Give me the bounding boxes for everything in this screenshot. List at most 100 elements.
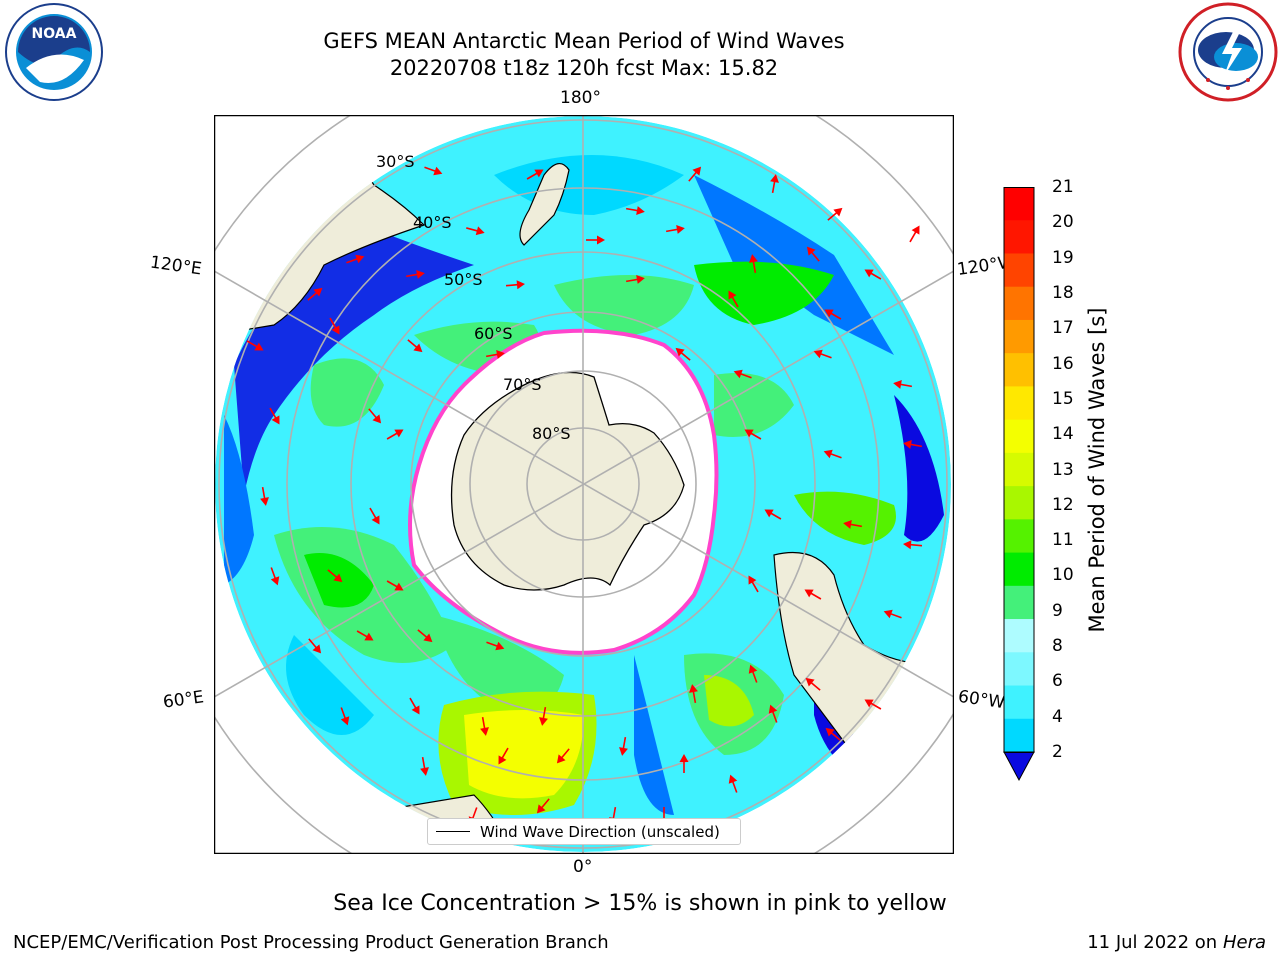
wind-wave-arrow <box>498 747 509 765</box>
colorbar-band <box>1004 486 1034 520</box>
colorbar-tick-label: 20 <box>1052 212 1074 233</box>
colorbar-tick-label: 18 <box>1052 282 1074 303</box>
wind-wave-arrow <box>903 540 923 550</box>
wave-low-region <box>224 415 254 585</box>
colorbar-tick-label: 10 <box>1052 565 1074 586</box>
wind-wave-arrow <box>689 684 698 704</box>
wind-wave-arrow <box>270 567 280 586</box>
colorbar-tick-label: 17 <box>1052 318 1074 339</box>
wave-high-region <box>434 615 564 715</box>
colorbar-band <box>1004 452 1034 487</box>
colorbar-band <box>1004 619 1034 653</box>
colorbar-band <box>1004 253 1034 288</box>
wind-wave-arrow <box>675 347 691 361</box>
lon-label-0: 0° <box>573 857 593 877</box>
colorbar <box>1000 187 1040 787</box>
map-frame <box>213 114 955 855</box>
wind-wave-arrow <box>308 638 322 654</box>
antarctica-land <box>450 371 685 591</box>
wind-wave-arrow <box>825 727 841 741</box>
wave-high-region <box>554 275 694 335</box>
wind-wave-arrow <box>329 317 340 335</box>
chart-subtitle: 20220708 t18z 120h fcst Max: 15.82 <box>389 56 779 80</box>
wind-wave-arrow <box>246 340 264 351</box>
wind-wave-arrow <box>625 275 645 284</box>
wind-wave-arrow <box>768 704 778 723</box>
wind-wave-arrow <box>356 630 374 641</box>
wave-mid-region <box>286 635 374 735</box>
lat-label-50s: 50°S <box>444 270 483 289</box>
wind-wave-arrow <box>417 629 433 643</box>
lat-label-40s: 40°S <box>413 213 452 232</box>
colorbar-band <box>1004 353 1034 387</box>
wind-wave-arrow <box>764 509 782 520</box>
wind-wave-arrow <box>405 270 425 279</box>
colorbar-extend-triangle <box>1003 751 1035 782</box>
wind-wave-arrows <box>246 166 923 844</box>
wind-wave-arrow <box>586 235 605 245</box>
colorbar-tick-label: 11 <box>1052 530 1074 551</box>
colorbar-band <box>1004 685 1034 720</box>
wind-wave-arrow <box>307 287 323 301</box>
colorbar-tick-label: 2 <box>1052 742 1063 762</box>
noaa-text: NOAA <box>32 26 77 42</box>
colorbar-tick-label: 12 <box>1052 494 1074 515</box>
wind-wave-arrow <box>556 748 570 764</box>
wind-wave-arrow <box>260 486 269 506</box>
colorbar-tick-label: 16 <box>1052 353 1074 374</box>
wave-high-region <box>310 358 384 427</box>
footer-machine: Hera <box>1222 932 1266 953</box>
wave-high-region <box>714 373 794 437</box>
colorbar-label: Mean Period of Wind Waves [s] <box>1085 307 1109 633</box>
wind-wave-arrow <box>505 280 525 290</box>
wind-wave-arrow <box>823 449 842 459</box>
wave-low-region <box>894 395 944 542</box>
wind-wave-arrow <box>619 736 628 756</box>
wind-wave-arrow <box>748 575 759 593</box>
wind-wave-arrow <box>327 569 343 583</box>
colorbar-band <box>1004 585 1034 620</box>
wind-wave-arrow <box>340 707 350 726</box>
lat-label-30s: 30°S <box>376 152 415 171</box>
wind-wave-arrow <box>369 507 380 525</box>
wind-wave-arrow <box>749 254 758 274</box>
wind-wave-arrow <box>806 246 820 262</box>
wind-wave-arrow <box>893 380 913 389</box>
colorbar-tick-label: 4 <box>1052 706 1063 727</box>
wind-wave-arrow <box>824 309 842 320</box>
wind-wave-arrow <box>539 706 548 726</box>
noaa-logo-icon: NOAA <box>4 2 104 102</box>
footer-org: NCEP/EMC/Verification Post Processing Pr… <box>13 932 609 953</box>
wind-wave-arrow <box>424 166 443 176</box>
footer-date: 11 Jul 2022 on Hera <box>1087 932 1266 953</box>
wind-wave-arrow <box>466 226 485 236</box>
wave-high-region <box>694 261 834 325</box>
lat-label-80s: 80°S <box>532 424 571 443</box>
colorbar-tick-label: 6 <box>1052 671 1063 692</box>
colorbar-tick-label: 13 <box>1052 459 1074 480</box>
colorbar-tick-label: 15 <box>1052 388 1074 409</box>
lat-label-70s: 70°S <box>503 375 542 394</box>
wind-wave-arrow <box>909 225 920 243</box>
sea-ice-note: Sea Ice Concentration > 15% is shown in … <box>333 891 947 916</box>
wind-wave-arrow <box>269 407 280 425</box>
wind-wave-arrow <box>804 589 822 600</box>
wind-wave-arrow <box>480 716 489 736</box>
wind-wave-arrow <box>386 580 404 591</box>
wind-wave-arrow <box>733 369 752 379</box>
colorbar-band <box>1004 552 1034 587</box>
colorbar-tick-label: 19 <box>1052 247 1074 268</box>
wind-wave-arrow <box>386 429 404 440</box>
wind-wave-arrow <box>748 664 758 683</box>
colorbar-tick-label: 9 <box>1052 600 1063 621</box>
colorbar-band <box>1004 220 1034 254</box>
wind-wave-arrow <box>665 225 685 234</box>
colorbar-outline <box>1003 187 1035 753</box>
wind-wave-arrow <box>903 440 923 449</box>
polar-map <box>213 114 955 855</box>
graticule <box>214 115 954 854</box>
wind-wave-arrow <box>409 697 420 715</box>
wind-wave-arrow <box>536 798 550 814</box>
colorbar-band <box>1004 652 1034 687</box>
wave-low-region <box>694 175 894 355</box>
